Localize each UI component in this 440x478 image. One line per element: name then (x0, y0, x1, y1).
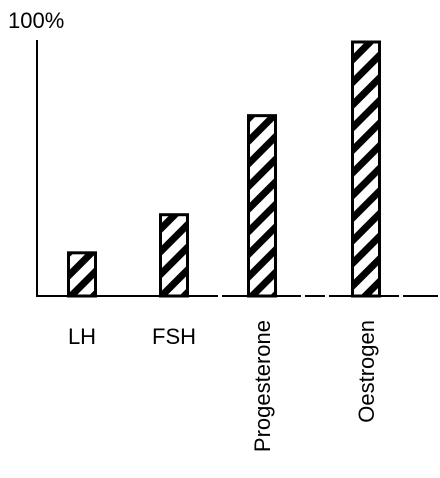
bar-fsh (159, 213, 189, 298)
x-tick-label-oestrogen: Oestrogen (354, 320, 379, 423)
bar-progesterone (247, 114, 277, 298)
bars (67, 40, 381, 298)
category-labels: LH FSH Progesterone Oestrogen (68, 320, 379, 452)
x-tick-label-lh: LH (68, 324, 96, 349)
bar-lh (67, 251, 97, 298)
bar-oestrogen (351, 40, 381, 298)
y-axis-top-label: 100% (8, 8, 64, 33)
x-tick-label-progesterone: Progesterone (250, 320, 275, 452)
x-tick-label-fsh: FSH (152, 324, 196, 349)
